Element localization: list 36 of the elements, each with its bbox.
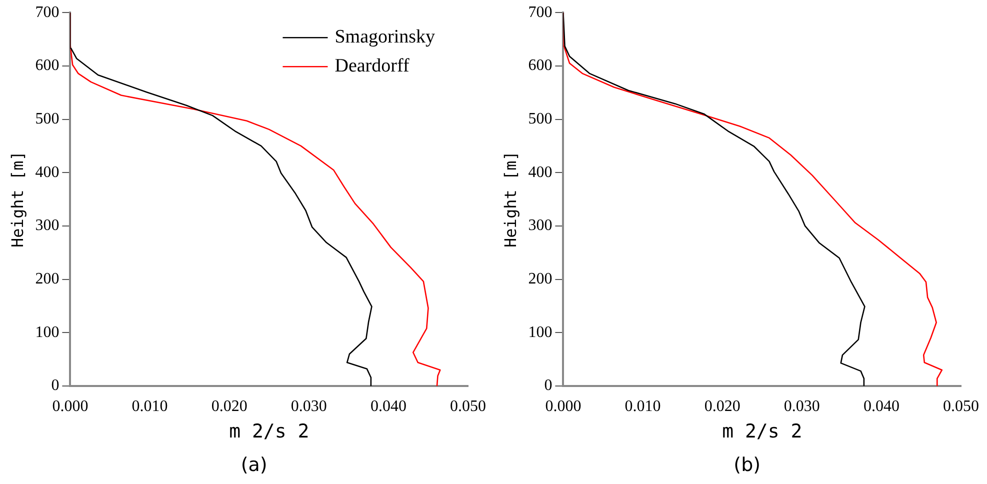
y-tick-label: 0 <box>51 377 60 394</box>
text: (b) <box>734 454 761 476</box>
y-axis-title: Height [m] <box>8 151 27 248</box>
y-tick-label: 0 <box>544 377 552 394</box>
x-axis-title: m 2/s 2 <box>722 420 802 443</box>
y-tick-label: 500 <box>35 110 60 128</box>
x-tick-label: 0.050 <box>943 398 979 415</box>
y-axis-title: Height [m] <box>500 151 520 248</box>
x-tick-label: 0.020 <box>704 398 740 415</box>
legend-label: Smagorinsky <box>334 26 436 48</box>
x-tick-label: 0.040 <box>370 398 406 415</box>
y-tick-label: 600 <box>528 57 552 74</box>
y-tick-label: 400 <box>528 164 552 181</box>
y-tick-label: 600 <box>35 57 60 74</box>
text: (a) <box>240 454 268 476</box>
x-tick-label: 0.000 <box>52 398 88 415</box>
x-tick-label: 0.040 <box>863 398 900 415</box>
y-tick-label: 300 <box>528 217 552 234</box>
x-tick-label: 0.020 <box>211 398 248 415</box>
y-tick-label: 100 <box>35 324 60 341</box>
legend-label: Deardorff <box>334 56 410 77</box>
y-tick-label: 500 <box>528 110 552 128</box>
x-tick-label: 0.010 <box>132 398 168 415</box>
y-tick-label: 100 <box>528 324 552 341</box>
x-tick-label: 0.030 <box>290 398 327 415</box>
x-tick-label: 0.000 <box>545 398 582 415</box>
y-tick-label: 400 <box>35 164 60 181</box>
x-tick-label: 0.050 <box>450 398 486 415</box>
y-tick-label: 700 <box>528 4 552 21</box>
x-axis-title: m 2/s 2 <box>229 420 310 443</box>
y-tick-label: 200 <box>35 270 60 288</box>
x-tick-label: 0.030 <box>784 398 820 415</box>
y-tick-label: 300 <box>35 217 60 234</box>
y-tick-label: 700 <box>35 4 60 21</box>
x-tick-label: 0.010 <box>624 398 661 415</box>
y-tick-label: 200 <box>528 270 552 288</box>
